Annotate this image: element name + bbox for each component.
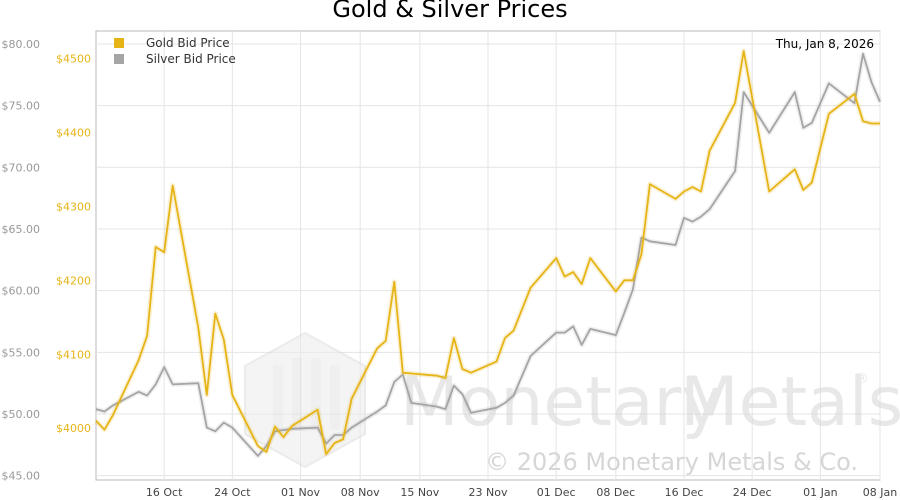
x-tick-label: 15 Nov [400,486,439,499]
y-left-tick-label: $55.00 [2,346,41,359]
y-left-tick-label: $60.00 [2,285,41,298]
y-right-tick-label: $4100 [56,348,91,361]
watermark: Monetary Metals ® [244,331,900,469]
series-group [94,48,883,459]
x-tick-label: 23 Nov [469,486,508,499]
silver-price-line [95,52,881,457]
y-left-tick-label: $75.00 [2,100,41,113]
y-right-tick-label: $4500 [56,52,91,65]
y-left-tick-label: $70.00 [2,161,41,174]
legend: Gold Bid Price Silver Bid Price [114,36,236,66]
x-tick-label: 01 Jan [803,486,837,499]
gold-price-line [95,50,880,455]
watermark-brand-right: Metals [680,363,900,442]
x-tick-label: 24 Oct [214,486,251,499]
x-tick-label: 08 Dec [596,486,635,499]
watermark-registered: ® [855,371,869,387]
y-axis-right: $4000 $4100 $4200 $4300 $4400 $4500 [56,52,91,435]
watermark-copyright: © 2026 Monetary Metals & Co. [485,448,858,476]
y-axis-left: $45.00 $50.00 $55.00 $60.00 $65.00 $70.00 $75.… [2,38,41,483]
y-right-tick-label: $4200 [56,274,91,287]
legend-swatch-silver [114,54,124,64]
watermark-brand-left: Monetary [400,363,722,442]
x-tick-label: 16 Oct [146,486,183,499]
x-tick-label: 08 Nov [341,486,380,499]
y-right-tick-label: $4400 [56,126,91,139]
chart-title: Gold & Silver Prices [332,0,567,23]
legend-swatch-gold [114,38,124,48]
x-tick-label: 01 Nov [281,486,320,499]
y-left-tick-label: $65.00 [2,223,41,236]
y-left-tick-label: $45.00 [2,470,41,483]
current-date-label: Thu, Jan 8, 2026 [775,37,874,51]
x-tick-label: 24 Dec [733,486,772,499]
y-left-tick-label: $50.00 [2,408,41,421]
y-right-tick-label: $4300 [56,200,91,213]
x-axis: 16 Oct 24 Oct 01 Nov 08 Nov 15 Nov 23 Nov 01 D… [146,486,897,499]
x-tick-label: 01 Dec [537,486,576,499]
gridlines [96,31,881,480]
x-tick-label: 16 Dec [665,486,704,499]
x-tick-label: 08 Jan [863,486,897,499]
y-right-tick-label: $4000 [56,422,91,435]
legend-label-silver: Silver Bid Price [146,52,236,66]
y-left-tick-label: $80.00 [2,38,41,51]
legend-label-gold: Gold Bid Price [146,36,230,50]
